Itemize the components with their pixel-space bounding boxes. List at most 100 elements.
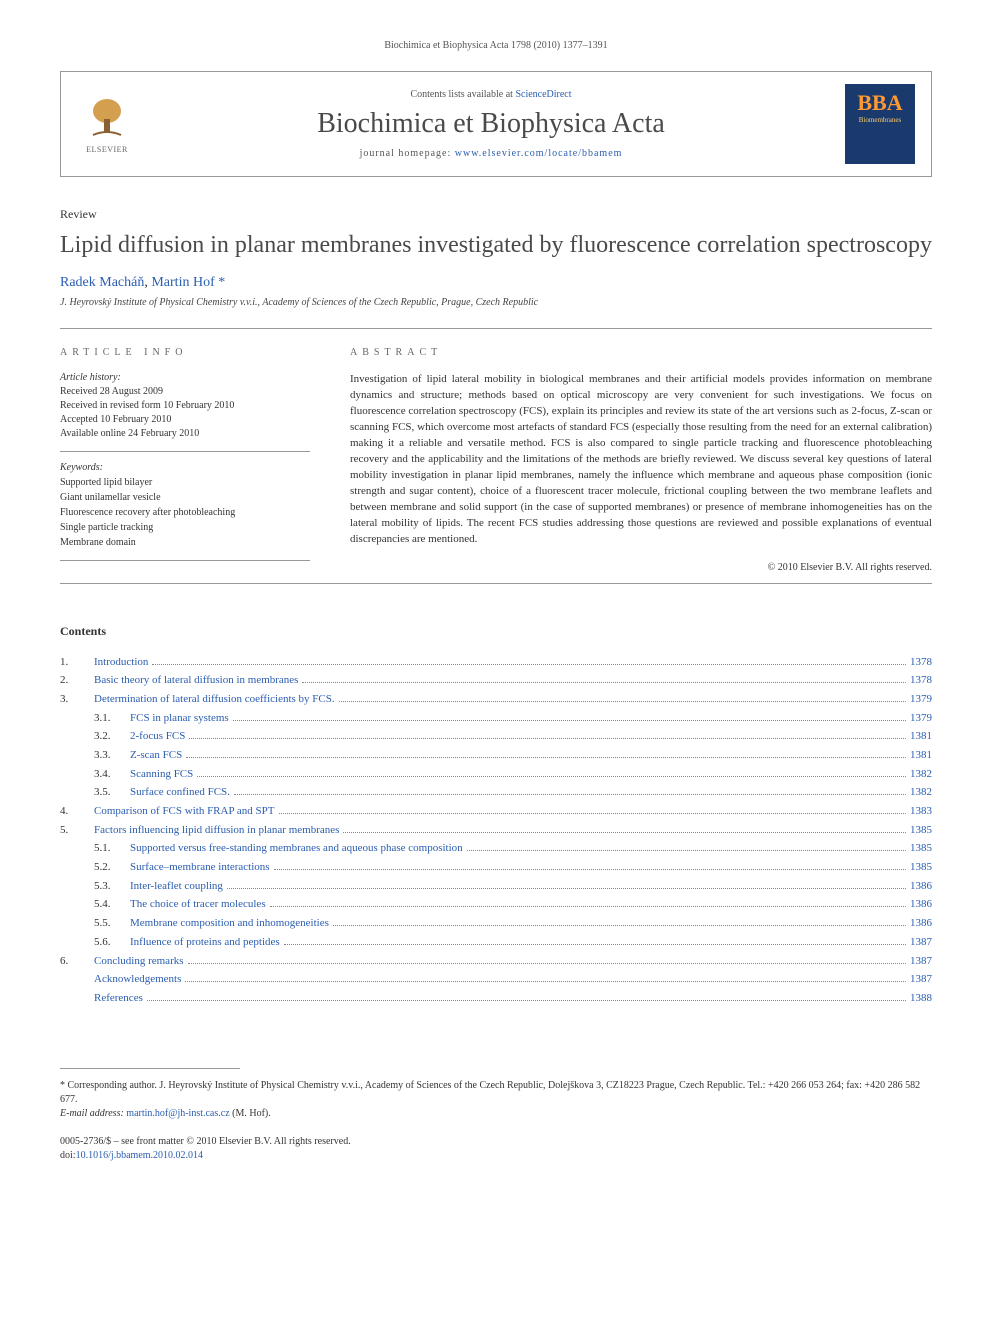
toc-link[interactable]: Z-scan FCS xyxy=(130,749,182,761)
toc-page-link[interactable]: 1378 xyxy=(910,656,932,668)
toc-subentry: 5.6.Influence of proteins and peptides 13… xyxy=(60,933,932,952)
toc-page: 1385 xyxy=(910,821,932,840)
toc-page-link[interactable]: 1385 xyxy=(910,842,932,854)
toc-page-link[interactable]: 1382 xyxy=(910,786,932,798)
corresponding-email-link[interactable]: martin.hof@jh-inst.cas.cz xyxy=(126,1108,229,1119)
toc-link[interactable]: Surface confined FCS. xyxy=(130,786,230,798)
toc-page-link[interactable]: 1386 xyxy=(910,917,932,929)
author-link-2[interactable]: Martin Hof xyxy=(151,275,214,290)
front-matter-line: 0005-2736/$ – see front matter © 2010 El… xyxy=(60,1135,932,1149)
toc-page: 1386 xyxy=(910,914,932,933)
toc-subentry: 3.1.FCS in planar systems 1379 xyxy=(60,709,932,728)
toc-leader xyxy=(339,701,906,702)
toc-link[interactable]: The choice of tracer molecules xyxy=(130,898,266,910)
toc-link[interactable]: Surface–membrane interactions xyxy=(130,861,270,873)
abstract-column: ABSTRACT Investigation of lipid lateral … xyxy=(350,347,932,572)
toc-link[interactable]: References xyxy=(94,992,143,1004)
toc-link[interactable]: Supported versus free-standing membranes… xyxy=(130,842,463,854)
toc-link[interactable]: 2-focus FCS xyxy=(130,730,185,742)
toc-leader xyxy=(233,720,906,721)
toc-leader xyxy=(234,794,906,795)
toc-page-link[interactable]: 1383 xyxy=(910,805,932,817)
elsevier-tree-icon xyxy=(83,95,131,143)
toc-subentry: 3.4.Scanning FCS 1382 xyxy=(60,765,932,784)
toc-page-link[interactable]: 1385 xyxy=(910,861,932,873)
toc-number: 4. xyxy=(60,802,94,821)
abstract-text: Investigation of lipid lateral mobility … xyxy=(350,372,932,547)
toc-leader xyxy=(279,813,906,814)
journal-homepage-link[interactable]: www.elsevier.com/locate/bbamem xyxy=(455,148,623,159)
toc-page-link[interactable]: 1386 xyxy=(910,880,932,892)
keywords-title: Keywords: xyxy=(60,462,310,473)
toc-page-link[interactable]: 1388 xyxy=(910,992,932,1004)
toc-page-link[interactable]: 1381 xyxy=(910,730,932,742)
toc-page: 1383 xyxy=(910,802,932,821)
contents-prefix: Contents lists available at xyxy=(410,89,515,100)
toc-link[interactable]: Acknowledgements xyxy=(94,973,181,985)
toc-leader xyxy=(152,664,906,665)
history-line: Accepted 10 February 2010 xyxy=(60,413,310,427)
author-link-1[interactable]: Radek Macháň xyxy=(60,275,144,290)
toc-title: FCS in planar systems xyxy=(130,709,229,728)
toc-number: 5.6. xyxy=(94,933,130,952)
toc-entry: Acknowledgements 1387 xyxy=(60,970,932,989)
toc-page: 1382 xyxy=(910,783,932,802)
toc-page: 1381 xyxy=(910,727,932,746)
toc-link[interactable]: Inter-leaflet coupling xyxy=(130,880,223,892)
article-history-block: Article history: Received 28 August 2009… xyxy=(60,372,310,452)
toc-number: 3.1. xyxy=(94,709,130,728)
keyword-line: Membrane domain xyxy=(60,535,310,550)
toc-number: 5. xyxy=(60,821,94,840)
sciencedirect-link[interactable]: ScienceDirect xyxy=(515,89,571,100)
journal-homepage-line: journal homepage: www.elsevier.com/locat… xyxy=(149,148,833,159)
table-of-contents: 1.Introduction13782.Basic theory of late… xyxy=(60,653,932,1008)
toc-title: Surface–membrane interactions xyxy=(130,858,270,877)
toc-link[interactable]: Basic theory of lateral diffusion in mem… xyxy=(94,674,298,686)
toc-entry: References 1388 xyxy=(60,989,932,1008)
toc-link[interactable]: Membrane composition and inhomogeneities xyxy=(130,917,329,929)
toc-link[interactable]: Introduction xyxy=(94,656,148,668)
toc-entry: 1.Introduction 1378 xyxy=(60,653,932,672)
doi-block: 0005-2736/$ – see front matter © 2010 El… xyxy=(60,1135,932,1163)
toc-leader xyxy=(270,906,906,907)
toc-page-link[interactable]: 1379 xyxy=(910,693,932,705)
toc-page-link[interactable]: 1387 xyxy=(910,955,932,967)
toc-number: 6. xyxy=(60,952,94,971)
toc-link[interactable]: Determination of lateral diffusion coeff… xyxy=(94,693,335,705)
running-header: Biochimica et Biophysica Acta 1798 (2010… xyxy=(60,40,932,51)
toc-number: 2. xyxy=(60,671,94,690)
toc-link[interactable]: Comparison of FCS with FRAP and SPT xyxy=(94,805,275,817)
toc-page-link[interactable]: 1382 xyxy=(910,768,932,780)
keywords-block: Keywords: Supported lipid bilayerGiant u… xyxy=(60,462,310,561)
article-type: Review xyxy=(60,207,932,222)
toc-entry: 6.Concluding remarks 1387 xyxy=(60,952,932,971)
keyword-line: Supported lipid bilayer xyxy=(60,475,310,490)
toc-page-link[interactable]: 1387 xyxy=(910,973,932,985)
toc-page-link[interactable]: 1379 xyxy=(910,712,932,724)
toc-link[interactable]: Scanning FCS xyxy=(130,768,193,780)
toc-entry: 2.Basic theory of lateral diffusion in m… xyxy=(60,671,932,690)
toc-page-link[interactable]: 1378 xyxy=(910,674,932,686)
toc-title: Concluding remarks xyxy=(94,952,184,971)
toc-leader xyxy=(227,888,906,889)
divider-top xyxy=(60,328,932,329)
toc-leader xyxy=(189,738,906,739)
footnote-separator xyxy=(60,1068,240,1069)
keyword-line: Single particle tracking xyxy=(60,520,310,535)
toc-link[interactable]: FCS in planar systems xyxy=(130,712,229,724)
toc-link[interactable]: Concluding remarks xyxy=(94,955,184,967)
toc-link[interactable]: Influence of proteins and peptides xyxy=(130,936,280,948)
toc-page-link[interactable]: 1381 xyxy=(910,749,932,761)
toc-number: 1. xyxy=(60,653,94,672)
toc-number: 5.1. xyxy=(94,839,130,858)
toc-page-link[interactable]: 1386 xyxy=(910,898,932,910)
toc-number: 3.4. xyxy=(94,765,130,784)
toc-page-link[interactable]: 1387 xyxy=(910,936,932,948)
journal-name: Biochimica et Biophysica Acta xyxy=(149,108,833,140)
history-line: Available online 24 February 2010 xyxy=(60,427,310,441)
doi-link[interactable]: 10.1016/j.bbamem.2010.02.014 xyxy=(76,1150,204,1161)
toc-subentry: 5.4.The choice of tracer molecules1386 xyxy=(60,895,932,914)
toc-link[interactable]: Factors influencing lipid diffusion in p… xyxy=(94,824,339,836)
toc-title: Factors influencing lipid diffusion in p… xyxy=(94,821,339,840)
toc-page-link[interactable]: 1385 xyxy=(910,824,932,836)
